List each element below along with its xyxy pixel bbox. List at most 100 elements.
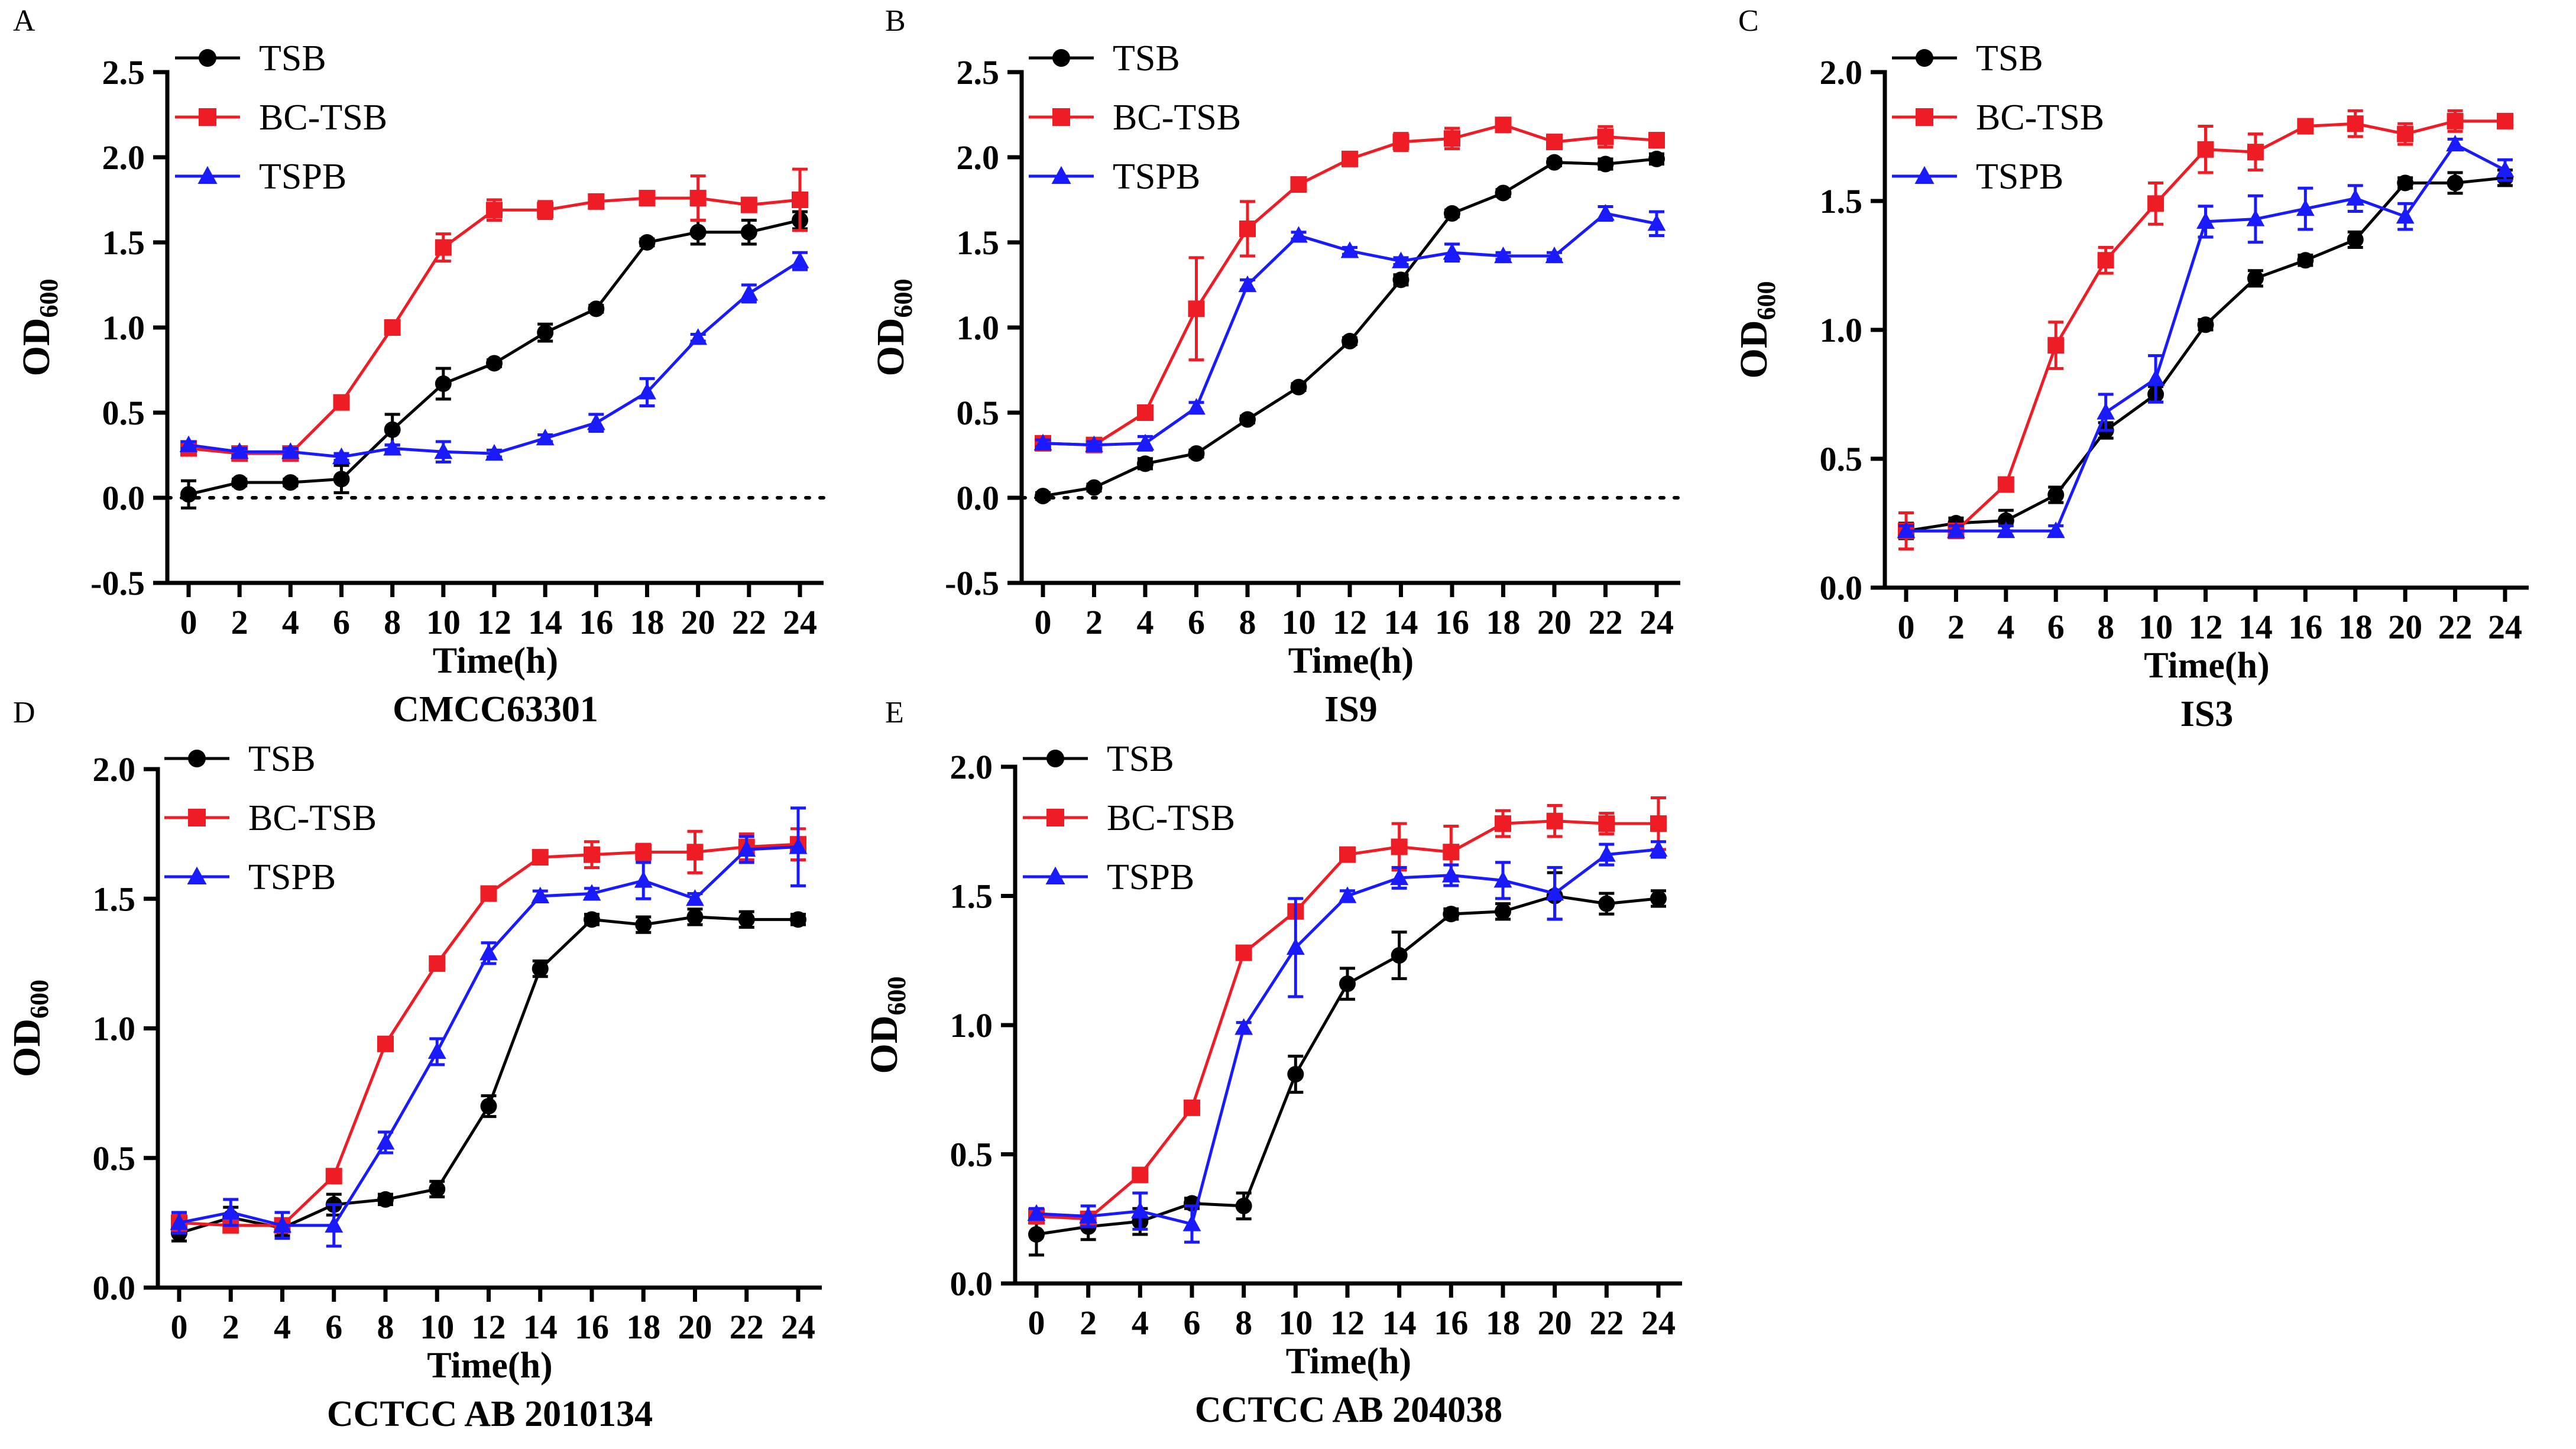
data-point xyxy=(2397,125,2414,142)
data-point xyxy=(1598,895,1615,912)
data-point xyxy=(170,1213,189,1230)
panel-a-legend: TSB BC-TSB TSPB xyxy=(175,38,387,197)
data-point xyxy=(790,251,809,268)
data-point xyxy=(635,844,652,861)
panel-d-label: D xyxy=(13,696,35,730)
data-point xyxy=(2296,199,2315,216)
x-tick-label: 16 xyxy=(2288,608,2322,646)
data-point xyxy=(689,328,708,345)
x-tick-label: 6 xyxy=(333,603,350,641)
panel-c-series-tsb xyxy=(1898,168,2513,540)
data-point xyxy=(384,421,401,438)
x-tick-label: 0 xyxy=(180,603,197,641)
panel-e-axes xyxy=(1013,764,1682,1286)
data-point xyxy=(486,202,503,219)
legend-item-tspb: TSPB xyxy=(164,857,336,897)
data-point xyxy=(1286,938,1305,955)
x-tick-label: 2 xyxy=(222,1308,239,1346)
data-point xyxy=(2146,369,2165,386)
y-tick-label: 1.0 xyxy=(102,309,145,347)
series-line xyxy=(1906,142,2506,533)
x-tick-label: 8 xyxy=(1239,603,1256,641)
data-point xyxy=(1495,815,1511,832)
x-tick-label: 0 xyxy=(1028,1304,1045,1342)
legend-marker xyxy=(199,108,216,126)
data-point xyxy=(377,1035,394,1052)
y-tick-label: 1.0 xyxy=(93,1010,136,1048)
x-tick-label: 24 xyxy=(783,603,817,641)
legend-marker xyxy=(1046,809,1064,826)
y-tick-label: 0.5 xyxy=(93,1139,136,1178)
panel-e-title: CCTCC AB 204038 xyxy=(1195,1390,1502,1430)
data-point xyxy=(480,885,497,902)
data-point xyxy=(1391,947,1408,964)
legend-label: TSB xyxy=(259,38,326,79)
panel-d-x-axis-title: Time(h) xyxy=(427,1346,552,1386)
y-tick-label: 2.0 xyxy=(950,748,993,786)
panel-a-series-tsb xyxy=(180,210,808,510)
data-point xyxy=(2196,212,2215,229)
legend-item-bc-tsb: BC-TSB xyxy=(1892,98,2104,138)
y-tick-label: 2.5 xyxy=(102,53,145,92)
legend-item-bc-tsb: BC-TSB xyxy=(164,798,377,838)
data-point xyxy=(635,916,652,933)
data-point xyxy=(1650,815,1667,832)
data-point xyxy=(377,1191,394,1208)
data-point xyxy=(1997,476,2014,493)
y-tick-label: 0.0 xyxy=(1820,569,1863,607)
x-tick-label: 22 xyxy=(2438,608,2473,646)
data-point xyxy=(1137,404,1153,421)
data-point xyxy=(532,849,549,866)
data-point xyxy=(2197,316,2214,333)
legend-label: TSB xyxy=(1113,38,1180,79)
data-point xyxy=(2097,403,2115,420)
data-point xyxy=(1650,890,1667,907)
data-point xyxy=(333,471,350,488)
x-tick-label: 0 xyxy=(1898,608,1915,646)
panel-e-series-tspb xyxy=(1027,839,1668,1244)
data-point xyxy=(740,284,759,301)
y-axis-title-main: OD xyxy=(1732,320,1775,379)
data-point xyxy=(1188,445,1205,462)
x-tick-label: 10 xyxy=(2138,608,2173,646)
y-tick-label: 1.0 xyxy=(957,309,1000,347)
data-point xyxy=(587,413,605,430)
legend-marker xyxy=(1045,866,1065,884)
x-tick-label: 16 xyxy=(1435,603,1469,641)
data-point xyxy=(1897,521,1916,539)
data-point xyxy=(537,202,554,219)
panel-d-legend: TSB BC-TSB TSPB xyxy=(164,739,377,897)
x-tick-label: 14 xyxy=(523,1308,558,1346)
data-point xyxy=(1339,975,1356,993)
x-tick-label: 10 xyxy=(420,1308,454,1346)
legend-item-tspb: TSPB xyxy=(1029,157,1200,197)
y-axis-title-subscript: 600 xyxy=(25,980,54,1019)
data-point xyxy=(384,319,401,336)
panel-e-legend: TSB BC-TSB TSPB xyxy=(1023,739,1235,897)
data-point xyxy=(2447,174,2464,192)
data-point xyxy=(1027,1204,1046,1221)
panel-a-y-axis-title: OD600 xyxy=(15,279,63,377)
legend-label: BC-TSB xyxy=(259,98,387,138)
x-tick-label: 20 xyxy=(678,1308,712,1346)
x-tick-label: 12 xyxy=(472,1308,506,1346)
data-point xyxy=(1649,839,1668,857)
data-point xyxy=(1495,116,1512,134)
x-tick-label: 0 xyxy=(1035,603,1052,641)
legend-marker xyxy=(1051,166,1071,184)
data-point xyxy=(435,239,452,256)
data-point xyxy=(429,1181,446,1198)
legend-marker xyxy=(1052,108,1070,126)
data-point xyxy=(789,837,808,854)
data-point xyxy=(1443,243,1462,260)
data-point xyxy=(686,889,704,906)
data-point xyxy=(1338,886,1357,903)
panel-d-title: CCTCC AB 2010134 xyxy=(327,1394,653,1434)
data-point xyxy=(1290,176,1307,193)
panel-a-x-axis-title: Time(h) xyxy=(433,641,558,681)
data-point xyxy=(1495,903,1511,920)
x-tick-label: 22 xyxy=(732,603,766,641)
y-axis-title-main: OD xyxy=(869,318,912,377)
y-tick-label: 1.5 xyxy=(93,880,136,918)
data-point xyxy=(383,439,402,456)
